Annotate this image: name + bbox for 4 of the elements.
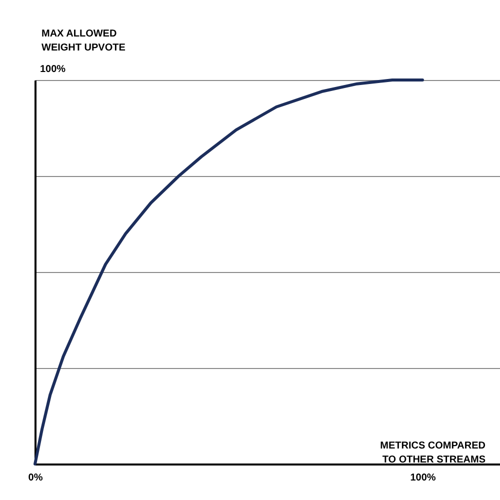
x-tick-label: 0%	[28, 472, 43, 484]
y-axis-title: MAX ALLOWED WEIGHT UPVOTE	[42, 28, 126, 54]
x-axis-title: METRICS COMPARED TO OTHER STREAMS	[380, 440, 486, 466]
text: 100%	[40, 64, 66, 75]
